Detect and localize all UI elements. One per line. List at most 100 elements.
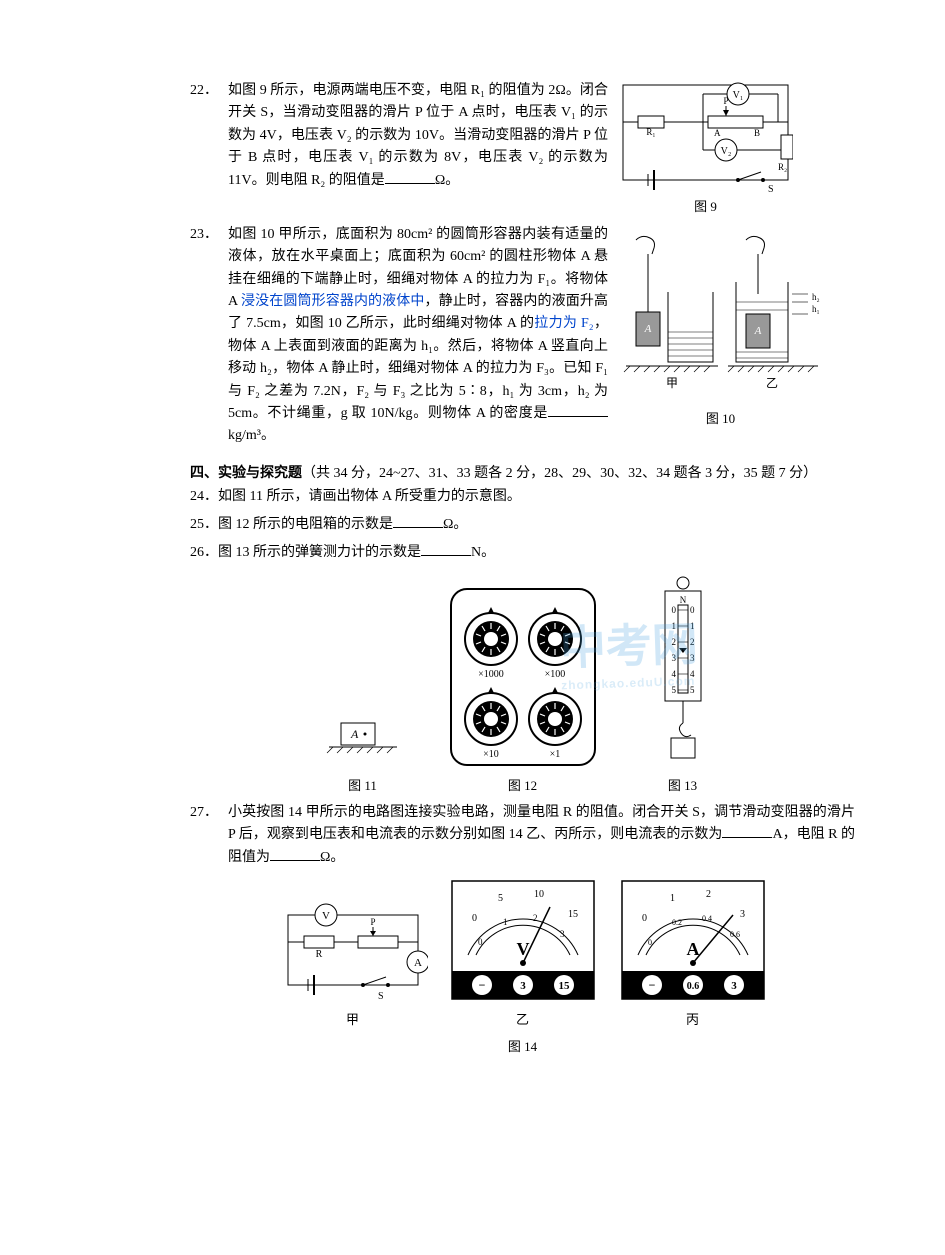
question-22: 22． 如图 9 所示，电源两端电压不变，电阻 R₁ 的阻值为 2Ω。闭合开关 … — [190, 80, 855, 218]
q22-number: 22． — [190, 80, 218, 102]
figure-13: N 012 345 012 345 — [643, 573, 723, 794]
section-4-header: 四、实验与探究题（共 34 分，24~27、31、33 题各 2 分，28、29… — [190, 462, 855, 482]
q26-text: 图 13 所示的弹簧测力计的示数是 — [218, 545, 421, 560]
q27-blank1 — [722, 824, 772, 838]
svg-text:3: 3 — [690, 653, 695, 663]
svg-text:−: − — [648, 978, 655, 992]
q27-body: 小英按图 14 甲所示的电路图连接实验电路，测量电阻 R 的阻值。闭合开关 S，… — [228, 802, 855, 869]
svg-text:0.2: 0.2 — [672, 918, 682, 927]
question-24: 24．如图 11 所示，请画出物体 A 所受重力的示意图。 — [190, 486, 855, 508]
q23-blank — [548, 403, 608, 417]
svg-text:0.4: 0.4 — [702, 914, 712, 923]
question-27: 27． 小英按图 14 甲所示的电路图连接实验电路，测量电阻 R 的阻值。闭合开… — [190, 802, 855, 869]
figure-10: A — [618, 232, 823, 430]
svg-text:0.6: 0.6 — [730, 930, 740, 939]
circuit-fig9-svg: V₁ R₁ P A B — [618, 80, 793, 195]
svg-text:15: 15 — [568, 909, 578, 920]
svg-text:3: 3 — [671, 653, 676, 663]
svg-text:A: A — [686, 939, 699, 959]
svg-text:2: 2 — [690, 637, 695, 647]
q23-link2: 拉力为 F₂ — [534, 316, 593, 331]
q25-unit: Ω。 — [443, 517, 467, 532]
fig12-svg: ×1000 ×100 ×10 ×1 — [443, 583, 603, 773]
svg-text:S: S — [378, 991, 384, 1002]
svg-text:2: 2 — [533, 913, 538, 923]
svg-text:P: P — [370, 917, 375, 927]
svg-text:V₁: V₁ — [733, 90, 744, 101]
figure-14-row: V R P A S 甲 — [190, 877, 855, 1028]
section-4-note: （共 34 分，24~27、31、33 题各 2 分，28、29、30、32、3… — [302, 466, 817, 481]
svg-text:0: 0 — [648, 938, 652, 947]
question-25: 25．图 12 所示的电阻箱的示数是 Ω。 — [190, 514, 855, 536]
svg-text:×1: ×1 — [549, 749, 560, 760]
question-23: 23． 如图 10 甲所示，底面积为 80cm² 的圆筒形容器内装有适量的液体，… — [190, 224, 855, 448]
svg-text:10: 10 — [534, 889, 544, 900]
svg-text:0: 0 — [671, 605, 676, 615]
svg-text:3: 3 — [560, 929, 565, 939]
fig14-bing: 0 1 2 3 0 0.2 0.4 0.6 A − 0.6 3 丙 — [618, 877, 768, 1028]
svg-text:A: A — [714, 128, 721, 138]
svg-text:4: 4 — [671, 669, 676, 679]
q24-num: 24． — [190, 489, 218, 504]
svg-text:−: − — [478, 978, 485, 992]
svg-text:N: N — [679, 595, 686, 605]
q23-number: 23． — [190, 224, 218, 246]
fig14-jia: V R P A S 甲 — [278, 897, 428, 1028]
q27-num: 27． — [190, 802, 218, 824]
q25-text: 图 12 所示的电阻箱的示数是 — [218, 517, 393, 532]
svg-text:A: A — [350, 727, 359, 741]
svg-text:V: V — [322, 910, 330, 922]
svg-text:×100: ×100 — [544, 669, 565, 680]
svg-text:R₁: R₁ — [646, 127, 655, 137]
fig14-yi-svg: 0 5 10 15 0 1 2 3 V − 3 15 — [448, 877, 598, 1007]
q25-blank — [393, 514, 443, 528]
q26-blank — [421, 542, 471, 556]
svg-text:3: 3 — [731, 980, 737, 992]
fig11-svg: A — [323, 713, 403, 773]
svg-text:2: 2 — [671, 637, 676, 647]
svg-text:0: 0 — [472, 913, 477, 924]
figure-11: A 图 11 — [323, 713, 403, 794]
q26-num: 26． — [190, 545, 218, 560]
q23-unit: kg/m³。 — [228, 428, 275, 443]
q25-num: 25． — [190, 517, 218, 532]
svg-text:×10: ×10 — [483, 749, 499, 760]
fig10-caption: 图 10 — [706, 409, 735, 430]
svg-text:0: 0 — [478, 937, 483, 947]
fig13-svg: N 012 345 012 345 — [643, 573, 723, 773]
fig11-caption: 图 11 — [348, 775, 377, 794]
svg-text:1: 1 — [670, 893, 675, 904]
svg-text:乙: 乙 — [766, 376, 778, 390]
svg-text:甲: 甲 — [666, 376, 678, 390]
svg-text:5: 5 — [671, 685, 676, 695]
svg-text:4: 4 — [690, 669, 695, 679]
fig9-caption: 图 9 — [694, 197, 717, 218]
svg-text:h₁: h₁ — [812, 304, 820, 314]
svg-text:1: 1 — [690, 621, 695, 631]
svg-text:2: 2 — [706, 889, 711, 900]
q23-body: 如图 10 甲所示，底面积为 80cm² 的圆筒形容器内装有适量的液体，放在水平… — [228, 224, 608, 448]
svg-text:3: 3 — [740, 909, 745, 920]
fig14-bing-label: 丙 — [686, 1009, 699, 1028]
fig12-caption: 图 12 — [508, 775, 537, 794]
svg-text:R: R — [315, 949, 322, 960]
q24-text: 如图 11 所示，请画出物体 A 所受重力的示意图。 — [218, 489, 521, 504]
figures-row-11-12-13: A 图 11 — [190, 573, 855, 794]
fig14-jia-label: 甲 — [346, 1009, 359, 1028]
fig14-bing-svg: 0 1 2 3 0 0.2 0.4 0.6 A − 0.6 3 — [618, 877, 768, 1007]
fig14-caption: 图 14 — [190, 1036, 855, 1055]
q23-link1: 浸没在圆筒形容器内的液体中 — [241, 294, 425, 309]
svg-text:0: 0 — [642, 913, 647, 924]
svg-text:h₂: h₂ — [812, 292, 820, 302]
q27-blank2 — [270, 847, 320, 861]
svg-text:V: V — [516, 939, 529, 959]
section-4-title: 四、实验与探究题 — [190, 466, 302, 481]
svg-text:0: 0 — [690, 605, 695, 615]
q22-unit: Ω。 — [435, 173, 459, 188]
fig14-yi-label: 乙 — [516, 1009, 529, 1028]
q27-u2: Ω。 — [320, 850, 344, 865]
svg-text:1: 1 — [671, 621, 676, 631]
fig13-caption: 图 13 — [668, 775, 697, 794]
svg-text:A: A — [414, 957, 422, 969]
fig10-svg: A — [618, 232, 823, 407]
